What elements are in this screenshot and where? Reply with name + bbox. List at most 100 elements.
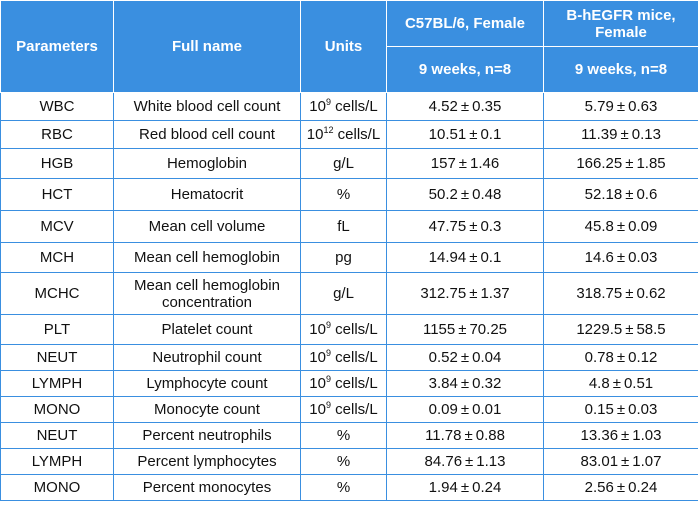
group2-value-cell: 45.8 ±0.09	[543, 210, 698, 243]
group1-mean: 11.78	[425, 427, 462, 444]
table-row: HGB Hemoglobin g/L 157 ±1.46 166.25 ±1.85	[0, 148, 698, 179]
full-name-cell: Mean cell hemoglobin concentration	[113, 272, 301, 315]
plus-minus-symbol: ±	[458, 321, 467, 338]
plus-minus-symbol: ±	[460, 401, 470, 418]
group1-value-cell: 4.52 ±0.35	[386, 92, 544, 121]
group2-sem: 0.6	[636, 186, 658, 203]
group1-value-cell: 1155 ±70.25	[386, 314, 544, 345]
parameter-cell: LYMPH	[0, 370, 114, 397]
group2-value-cell: 4.8 ±0.51	[543, 370, 698, 397]
table-row: RBC Red blood cell count 1012 cells/L 10.51…	[0, 120, 698, 149]
units-cell: %	[300, 422, 387, 449]
header-group1-sub: 9 weeks, n=8	[386, 46, 544, 93]
full-name-cell: Neutrophil count	[113, 344, 301, 371]
group1-sem: 0.1	[480, 126, 502, 143]
plus-minus-symbol: ±	[465, 453, 474, 470]
group2-mean: 45.8	[584, 218, 614, 235]
parameter-cell: NEUT	[0, 422, 114, 449]
group1-sem: 0.04	[472, 349, 502, 366]
unit-exponent: 9	[325, 400, 331, 410]
units-cell: 109 cells/L	[300, 314, 387, 345]
plus-minus-symbol: ±	[469, 249, 478, 266]
group1-mean: 0.52	[428, 349, 458, 366]
group2-mean: 83.01	[580, 453, 619, 470]
group2-sem: 0.13	[631, 126, 661, 143]
group1-value-cell: 10.51 ±0.1	[386, 120, 544, 149]
group2-mean: 2.56	[584, 479, 614, 496]
plus-minus-symbol: ±	[616, 98, 626, 115]
hematology-table: Parameters Full name Units C57BL/6, Fema…	[0, 0, 698, 501]
group1-value-cell: 312.75 ±1.37	[386, 272, 544, 315]
header-parameters: Parameters	[0, 0, 114, 93]
group2-sem: 1.85	[636, 155, 666, 172]
header-full-name: Full name	[113, 0, 301, 93]
group1-sem: 0.32	[472, 375, 502, 392]
group2-mean: 318.75	[576, 285, 623, 302]
plus-minus-symbol: ±	[621, 453, 630, 470]
full-name-cell: Lymphocyte count	[113, 370, 301, 397]
group2-mean: 0.15	[584, 401, 614, 418]
plus-minus-symbol: ±	[612, 375, 621, 392]
group1-sem: 0.24	[472, 479, 502, 496]
plus-minus-symbol: ±	[616, 349, 626, 366]
group2-sem: 0.24	[628, 479, 658, 496]
group1-sem: 1.46	[470, 155, 500, 172]
group1-mean: 50.2	[428, 186, 458, 203]
header-group1: C57BL/6, Female	[386, 0, 544, 47]
group1-sem: 0.1	[480, 249, 502, 266]
unit-exponent: 9	[325, 374, 331, 384]
group1-sem: 0.88	[475, 427, 505, 444]
group2-value-cell: 166.25 ±1.85	[543, 148, 698, 179]
group2-value-cell: 14.6 ±0.03	[543, 242, 698, 273]
units-cell: 1012 cells/L	[300, 120, 387, 149]
full-name-line2: concentration	[161, 293, 253, 311]
plus-minus-symbol: ±	[616, 218, 626, 235]
group2-mean: 166.25	[576, 155, 623, 172]
group2-mean: 0.78	[584, 349, 614, 366]
plus-minus-symbol: ±	[625, 285, 634, 302]
group2-mean: 4.8	[588, 375, 610, 392]
table-row: MCHC Mean cell hemoglobin concentration g/L…	[0, 272, 698, 315]
full-name-line1: Mean cell hemoglobin	[134, 276, 280, 294]
group2-value-cell: 83.01 ±1.07	[543, 448, 698, 475]
full-name-cell: Monocyte count	[113, 396, 301, 423]
plus-minus-symbol: ±	[460, 375, 470, 392]
parameter-cell: MONO	[0, 474, 114, 501]
group2-value-cell: 52.18 ±0.6	[543, 178, 698, 211]
plus-minus-symbol: ±	[625, 321, 634, 338]
group2-sem: 0.03	[628, 249, 658, 266]
units-cell: %	[300, 178, 387, 211]
unit-exponent: 9	[325, 97, 331, 107]
plus-minus-symbol: ±	[625, 186, 634, 203]
group2-value-cell: 318.75 ±0.62	[543, 272, 698, 315]
unit-base: 10	[309, 375, 326, 392]
plus-minus-symbol: ±	[469, 285, 478, 302]
group2-value-cell: 13.36 ±1.03	[543, 422, 698, 449]
plus-minus-symbol: ±	[469, 218, 478, 235]
group1-sem: 0.48	[472, 186, 502, 203]
group2-mean: 5.79	[584, 98, 614, 115]
units-cell: %	[300, 474, 387, 501]
plus-minus-symbol: ±	[616, 249, 626, 266]
group1-mean: 157	[430, 155, 456, 172]
group2-mean: 14.6	[584, 249, 614, 266]
group1-sem: 70.25	[469, 321, 508, 338]
parameter-cell: RBC	[0, 120, 114, 149]
unit-rest: cells/L	[333, 126, 381, 143]
unit-exponent: 9	[325, 348, 331, 358]
table-row: NEUT Percent neutrophils% 11.78 ±0.88 13.36 ±…	[0, 422, 698, 449]
units-cell: pg	[300, 242, 387, 273]
table-row: MONO Percent monocytes% 1.94 ±0.24 2.56 ±0.24	[0, 474, 698, 501]
group2-value-cell: 0.15 ±0.03	[543, 396, 698, 423]
plus-minus-symbol: ±	[458, 155, 468, 172]
parameter-cell: MCV	[0, 210, 114, 243]
group2-mean: 52.18	[584, 186, 623, 203]
unit-exponent: 9	[325, 320, 331, 330]
group2-mean: 13.36	[580, 427, 619, 444]
group2-sem: 58.5	[636, 321, 666, 338]
units-cell: 109 cells/L	[300, 92, 387, 121]
full-name-cell: Hematocrit	[113, 178, 301, 211]
table-row: MCH Mean cell hemoglobin pg 14.94 ±0.1 14.6 ±0…	[0, 242, 698, 273]
parameter-cell: WBC	[0, 92, 114, 121]
group2-sem: 1.03	[632, 427, 662, 444]
